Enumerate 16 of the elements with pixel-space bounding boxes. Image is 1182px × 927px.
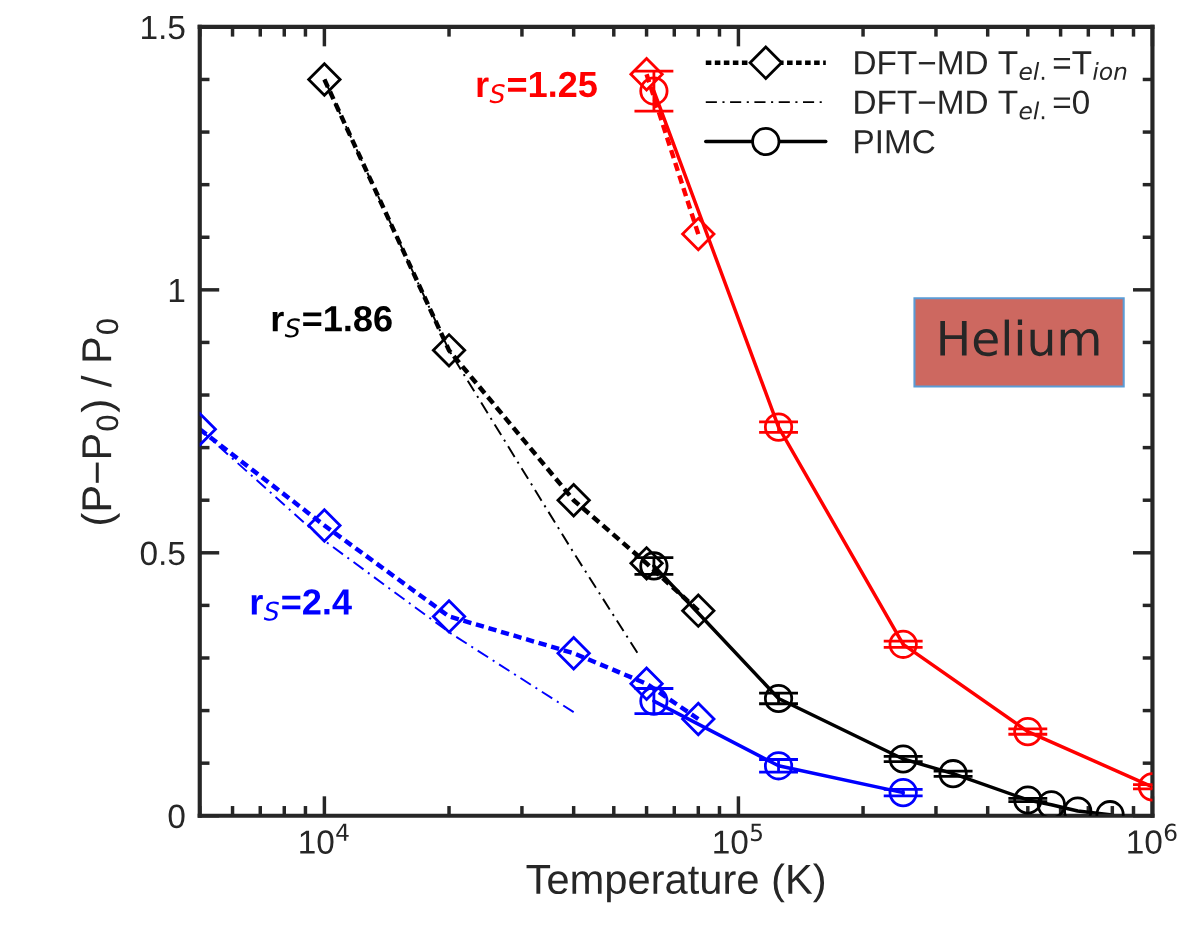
- y-tick-label: 0.5: [140, 541, 185, 566]
- annotation: r$_{S}$=1.86: [272, 305, 392, 338]
- y-tick-label: 1.5: [142, 16, 185, 40]
- x-tick-label: 10$^{6}$: [1128, 823, 1177, 854]
- x-axis-title: Temperature (K): [526, 863, 825, 903]
- legend-label: PIMC: [855, 129, 935, 154]
- annotation: Helium: [940, 319, 1099, 357]
- y-tick-label: 1: [169, 278, 185, 302]
- y-axis-title: (P−P$_{0}$) / P$_{0}$: [80, 319, 120, 524]
- x-tick-label: 10$^{4}$: [300, 823, 349, 854]
- y-tick-label: 0: [168, 804, 185, 829]
- legend-label: DFT−MD T$_{el.}$=T$_{ion}$: [855, 51, 1127, 81]
- legend-label: DFT−MD T$_{el.}$=0: [855, 90, 1089, 120]
- annotation: r$_{S}$=1.25: [477, 71, 597, 104]
- x-tick-label: 10$^{5}$: [714, 823, 762, 854]
- annotation: r$_{S}$=2.4: [251, 589, 352, 621]
